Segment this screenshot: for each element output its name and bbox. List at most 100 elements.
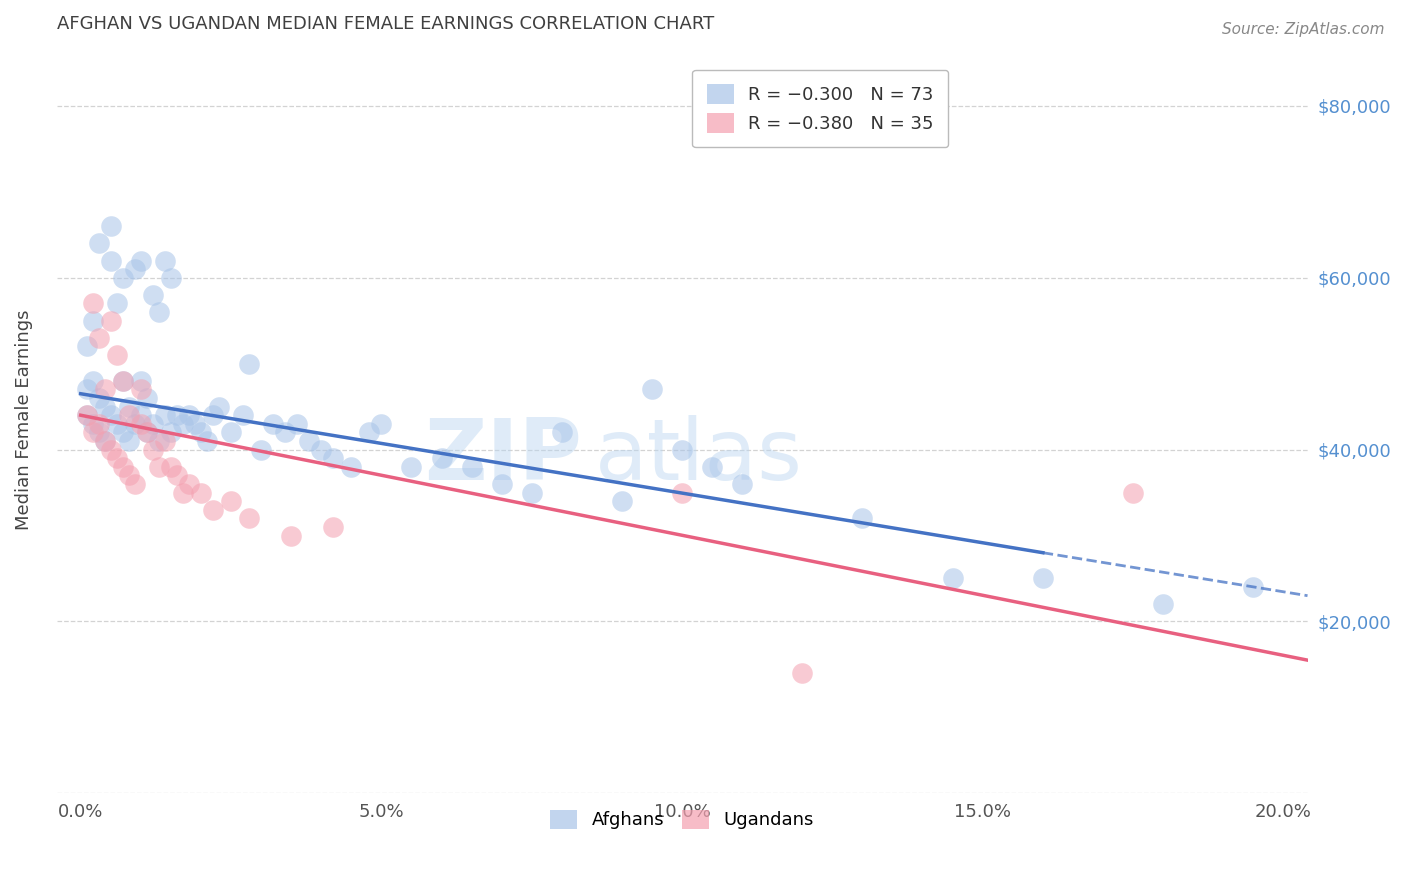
Point bbox=[340, 459, 363, 474]
Point bbox=[184, 417, 207, 431]
Point bbox=[100, 219, 122, 234]
Text: Source: ZipAtlas.com: Source: ZipAtlas.com bbox=[1222, 22, 1385, 37]
Point bbox=[160, 425, 183, 440]
Point bbox=[190, 425, 212, 440]
Point bbox=[208, 400, 231, 414]
Point bbox=[135, 425, 157, 440]
Y-axis label: Median Female Earnings: Median Female Earnings bbox=[15, 310, 32, 530]
Point bbox=[177, 408, 200, 422]
Point bbox=[551, 425, 574, 440]
Point bbox=[93, 383, 115, 397]
Text: ZIP: ZIP bbox=[425, 416, 582, 499]
Point bbox=[93, 434, 115, 448]
Point bbox=[322, 520, 344, 534]
Point bbox=[1152, 597, 1174, 611]
Point bbox=[172, 417, 194, 431]
Point bbox=[520, 485, 543, 500]
Point bbox=[309, 442, 332, 457]
Point bbox=[731, 477, 754, 491]
Point bbox=[641, 383, 664, 397]
Point bbox=[76, 339, 98, 353]
Point bbox=[129, 417, 152, 431]
Point bbox=[195, 434, 218, 448]
Point bbox=[851, 511, 873, 525]
Point bbox=[100, 314, 122, 328]
Point bbox=[87, 236, 110, 251]
Point bbox=[148, 434, 170, 448]
Point bbox=[76, 408, 98, 422]
Point bbox=[401, 459, 423, 474]
Point bbox=[124, 477, 146, 491]
Point bbox=[111, 425, 134, 440]
Point bbox=[671, 442, 693, 457]
Point bbox=[280, 528, 302, 542]
Point bbox=[129, 374, 152, 388]
Point bbox=[219, 425, 242, 440]
Point bbox=[76, 383, 98, 397]
Point bbox=[142, 417, 165, 431]
Point bbox=[177, 477, 200, 491]
Point bbox=[142, 442, 165, 457]
Point bbox=[166, 468, 188, 483]
Point bbox=[190, 485, 212, 500]
Point bbox=[232, 408, 254, 422]
Point bbox=[129, 253, 152, 268]
Point bbox=[370, 417, 392, 431]
Point bbox=[135, 425, 157, 440]
Point bbox=[153, 408, 176, 422]
Point bbox=[118, 408, 141, 422]
Point bbox=[111, 374, 134, 388]
Point bbox=[87, 425, 110, 440]
Point bbox=[142, 288, 165, 302]
Point bbox=[153, 253, 176, 268]
Point bbox=[82, 417, 104, 431]
Point bbox=[160, 270, 183, 285]
Legend: Afghans, Ugandans: Afghans, Ugandans bbox=[543, 802, 821, 837]
Point bbox=[166, 408, 188, 422]
Point bbox=[135, 391, 157, 405]
Point bbox=[1241, 580, 1264, 594]
Point bbox=[148, 459, 170, 474]
Point bbox=[100, 442, 122, 457]
Point bbox=[219, 494, 242, 508]
Point bbox=[238, 511, 260, 525]
Point bbox=[100, 253, 122, 268]
Point bbox=[76, 408, 98, 422]
Point bbox=[124, 262, 146, 277]
Point bbox=[942, 572, 965, 586]
Point bbox=[201, 408, 224, 422]
Point bbox=[322, 451, 344, 466]
Point bbox=[82, 374, 104, 388]
Point bbox=[87, 331, 110, 345]
Point bbox=[105, 417, 128, 431]
Point bbox=[87, 417, 110, 431]
Point bbox=[111, 374, 134, 388]
Point bbox=[491, 477, 513, 491]
Point bbox=[671, 485, 693, 500]
Point bbox=[82, 314, 104, 328]
Point bbox=[238, 357, 260, 371]
Point bbox=[93, 434, 115, 448]
Point bbox=[100, 408, 122, 422]
Point bbox=[702, 459, 724, 474]
Point bbox=[105, 348, 128, 362]
Point bbox=[274, 425, 297, 440]
Point bbox=[250, 442, 273, 457]
Point bbox=[153, 434, 176, 448]
Point bbox=[792, 666, 814, 681]
Text: atlas: atlas bbox=[595, 416, 803, 499]
Point bbox=[124, 417, 146, 431]
Point bbox=[105, 451, 128, 466]
Point bbox=[87, 391, 110, 405]
Point bbox=[105, 296, 128, 310]
Text: AFGHAN VS UGANDAN MEDIAN FEMALE EARNINGS CORRELATION CHART: AFGHAN VS UGANDAN MEDIAN FEMALE EARNINGS… bbox=[56, 15, 714, 33]
Point bbox=[1032, 572, 1054, 586]
Point bbox=[460, 459, 482, 474]
Point bbox=[129, 408, 152, 422]
Point bbox=[82, 425, 104, 440]
Point bbox=[160, 459, 183, 474]
Point bbox=[82, 296, 104, 310]
Point bbox=[430, 451, 453, 466]
Point bbox=[111, 459, 134, 474]
Point bbox=[118, 468, 141, 483]
